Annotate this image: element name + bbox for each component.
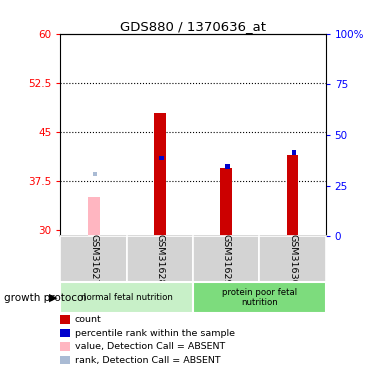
Bar — [287, 154, 298, 236]
Bar — [60, 282, 193, 313]
Text: normal fetal nutrition: normal fetal nutrition — [81, 293, 173, 302]
Bar — [159, 156, 163, 160]
Text: count: count — [75, 315, 102, 324]
Text: percentile rank within the sample: percentile rank within the sample — [75, 328, 235, 338]
Bar — [291, 150, 296, 155]
Bar — [154, 114, 166, 236]
Title: GDS880 / 1370636_at: GDS880 / 1370636_at — [120, 20, 266, 33]
Text: GSM31627: GSM31627 — [89, 234, 98, 285]
Bar — [193, 282, 326, 313]
Text: value, Detection Call = ABSENT: value, Detection Call = ABSENT — [75, 342, 225, 351]
Text: GSM31630: GSM31630 — [288, 234, 297, 285]
Text: GSM31628: GSM31628 — [155, 234, 165, 285]
Bar — [88, 197, 99, 236]
Text: GSM31629: GSM31629 — [222, 234, 231, 285]
Bar — [193, 236, 259, 283]
Bar — [259, 236, 326, 283]
Text: protein poor fetal
nutrition: protein poor fetal nutrition — [222, 288, 297, 308]
Bar — [225, 164, 230, 169]
Text: rank, Detection Call = ABSENT: rank, Detection Call = ABSENT — [75, 356, 220, 364]
Text: ▶: ▶ — [49, 293, 58, 303]
Bar — [127, 236, 193, 283]
Bar — [92, 172, 97, 177]
Bar — [220, 168, 232, 236]
Text: growth protocol: growth protocol — [4, 293, 86, 303]
Bar — [60, 236, 127, 283]
